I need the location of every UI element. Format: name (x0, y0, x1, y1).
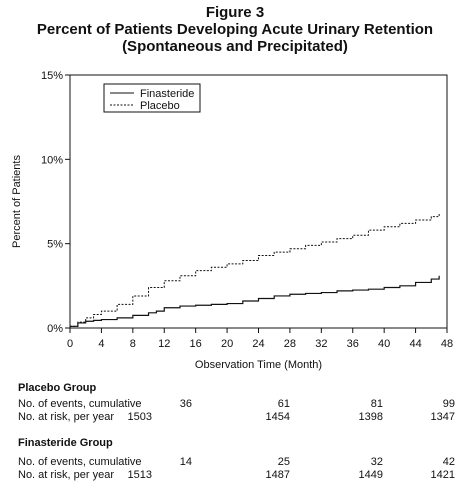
y-tick-label: 0% (47, 323, 63, 335)
x-tick-label: 4 (98, 338, 104, 350)
placebo-events-cell: 99 (442, 398, 455, 410)
finasteride-events-label: No. of events, cumulative (18, 456, 142, 468)
finasteride-atrisk-label: No. at risk, per year (18, 469, 114, 481)
finasteride-group-title: Finasteride Group (18, 437, 113, 449)
finasteride-atrisk-cell: 1449 (358, 469, 383, 481)
finasteride-events-cell: 14 (179, 456, 192, 468)
finasteride-events-cell: 32 (370, 456, 383, 468)
x-tick-label: 32 (315, 338, 327, 350)
finasteride-events-cell: 25 (277, 456, 290, 468)
placebo-atrisk-cell: 1347 (430, 411, 455, 423)
placebo-events-cell: 36 (179, 398, 192, 410)
placebo-events-label: No. of events, cumulative (18, 398, 142, 410)
finasteride-atrisk-cell: 1487 (265, 469, 290, 481)
finasteride-atrisk-cell: 1513 (127, 469, 152, 481)
x-tick-label: 16 (190, 338, 202, 350)
y-tick-label: 10% (41, 154, 63, 166)
x-tick-label: 40 (378, 338, 390, 350)
placebo-atrisk-cell: 1454 (265, 411, 290, 423)
legend-label: Finasteride (140, 88, 194, 100)
series-line-placebo (70, 213, 440, 327)
x-tick-label: 0 (67, 338, 73, 350)
y-tick-label: 5% (47, 239, 63, 251)
x-tick-label: 48 (441, 338, 453, 350)
placebo-events-cell: 61 (277, 398, 290, 410)
placebo-atrisk-cell: 1503 (127, 411, 152, 423)
chart-title: Percent of Patients Developing Acute Uri… (36, 21, 434, 38)
legend-box (103, 83, 201, 113)
x-tick-label: 24 (252, 338, 264, 350)
figure-label: Figure 3 (205, 4, 265, 21)
placebo-atrisk-label: No. at risk, per year (18, 411, 114, 423)
x-tick-label: 44 (409, 338, 421, 350)
x-tick-label: 36 (347, 338, 359, 350)
placebo-group-title: Placebo Group (18, 382, 97, 394)
x-tick-label: 20 (221, 338, 233, 350)
figure-titles: Figure 3 Percent of Patients Developing … (0, 4, 470, 55)
chart-subtitle: (Spontaneous and Precipitated) (122, 38, 348, 55)
y-axis-label: Percent of Patients (11, 155, 23, 248)
x-axis-label: Observation Time (Month) (195, 359, 322, 371)
y-tick-label: 15% (41, 70, 63, 82)
x-tick-label: 12 (158, 338, 170, 350)
chart-canvas: 0%5%10%15%0 4 8 12 16 20 24 28 32 36 40 44 48Observa… (11, 70, 453, 371)
legend-label: Placebo (140, 100, 180, 112)
placebo-events-cell: 81 (370, 398, 383, 410)
finasteride-events-cell: 42 (442, 456, 455, 468)
plot-frame (69, 74, 448, 329)
series-line-finasteride (70, 275, 440, 327)
placebo-atrisk-cell: 1398 (358, 411, 383, 423)
x-tick-label: 28 (284, 338, 296, 350)
x-tick-label: 8 (130, 338, 136, 350)
finasteride-atrisk-cell: 1421 (430, 469, 455, 481)
